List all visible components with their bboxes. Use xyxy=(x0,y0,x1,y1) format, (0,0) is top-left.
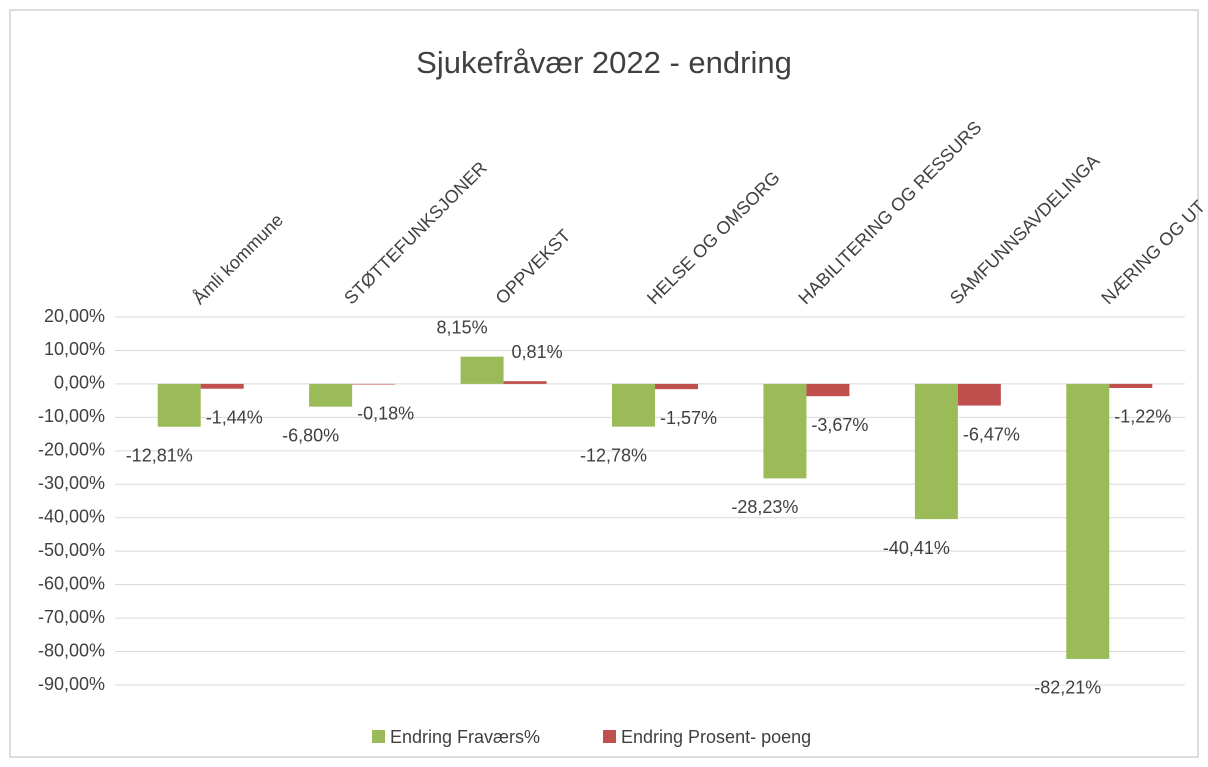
bar xyxy=(157,383,201,427)
data-label: -3,67% xyxy=(811,415,868,435)
data-label: -6,80% xyxy=(282,425,339,445)
y-tick-label: 10,00% xyxy=(44,339,105,359)
y-tick-label: -90,00% xyxy=(38,674,105,694)
bar xyxy=(1066,383,1110,659)
legend-swatch xyxy=(372,730,385,743)
bar xyxy=(914,383,958,520)
data-label: -12,78% xyxy=(580,445,647,465)
bar xyxy=(806,383,850,397)
bar xyxy=(503,381,547,384)
legend-label: Endring Prosent- poeng xyxy=(621,727,811,747)
y-tick-label: -50,00% xyxy=(38,540,105,560)
data-label: -6,47% xyxy=(963,424,1020,444)
bar xyxy=(200,383,244,389)
y-tick-label: 20,00% xyxy=(44,306,105,326)
bar xyxy=(352,383,396,385)
y-tick-label: -70,00% xyxy=(38,607,105,627)
chart-title: Sjukefråvær 2022 - endring xyxy=(416,45,792,80)
bar xyxy=(612,383,655,427)
data-label: -1,22% xyxy=(1114,407,1171,427)
data-label: -40,41% xyxy=(883,538,950,558)
bar xyxy=(957,383,1001,406)
y-tick-label: -60,00% xyxy=(38,573,105,593)
y-tick-label: 0,00% xyxy=(54,373,105,393)
data-label: -28,23% xyxy=(731,497,798,517)
y-tick-label: -30,00% xyxy=(38,473,105,493)
data-label: 0,81% xyxy=(512,342,563,362)
bar xyxy=(1109,383,1153,388)
legend-label: Endring Fraværs% xyxy=(390,727,540,747)
y-tick-label: -80,00% xyxy=(38,640,105,660)
data-label: -0,18% xyxy=(357,403,414,423)
bar xyxy=(460,356,504,384)
data-label: -1,44% xyxy=(206,407,263,427)
bar xyxy=(655,383,698,390)
y-tick-label: -10,00% xyxy=(38,406,105,426)
y-tick-label: -40,00% xyxy=(38,506,105,526)
legend-swatch xyxy=(603,730,616,743)
y-tick-label: -20,00% xyxy=(38,440,105,460)
data-label: -1,57% xyxy=(660,408,717,428)
data-label: -82,21% xyxy=(1034,678,1101,698)
bar xyxy=(309,383,353,407)
data-label: -12,81% xyxy=(126,446,193,466)
data-label: 8,15% xyxy=(437,317,488,337)
bar xyxy=(763,383,807,479)
